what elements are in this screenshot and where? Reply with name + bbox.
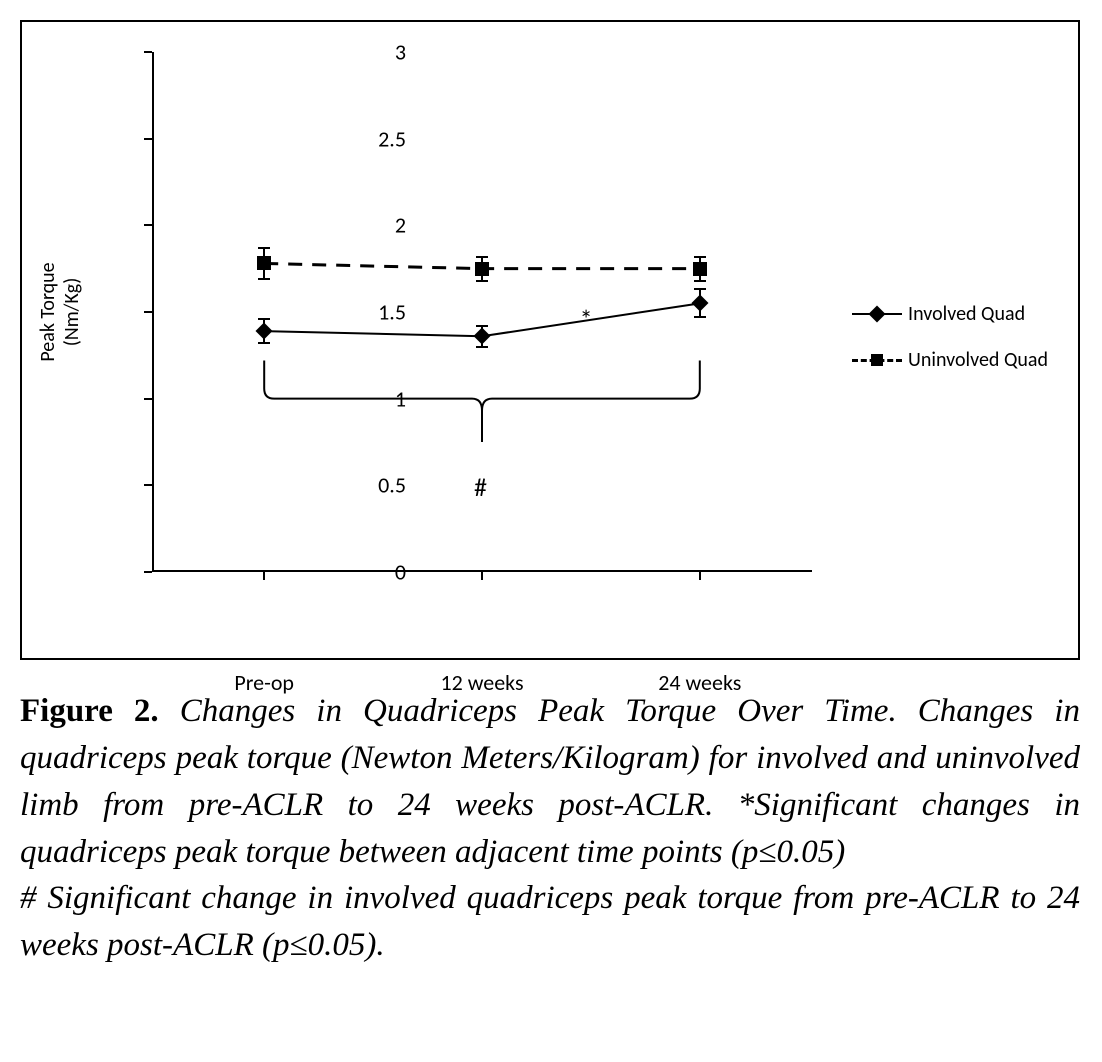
error-bar <box>481 326 483 347</box>
y-tick-label: 2 <box>395 212 406 239</box>
error-bar-cap <box>694 280 706 282</box>
error-bar-cap <box>476 256 488 258</box>
x-tick <box>699 572 701 580</box>
caption-body: Changes in Quadriceps Peak Torque Over T… <box>20 693 1080 870</box>
y-tick <box>144 51 152 53</box>
error-bar-cap <box>476 346 488 348</box>
error-bar-cap <box>694 256 706 258</box>
legend-label-involved: Involved Quad <box>908 302 1025 326</box>
y-tick <box>144 398 152 400</box>
y-tick-label: 1.5 <box>378 299 406 326</box>
legend-swatch-uninvolved <box>852 350 902 370</box>
annotation-symbol: # <box>474 471 487 503</box>
figure-caption: Figure 2. Changes in Quadriceps Peak Tor… <box>20 688 1080 969</box>
y-tick-label: 3 <box>395 39 406 66</box>
error-bar-cap <box>258 318 270 320</box>
y-tick-label: 0 <box>395 559 406 586</box>
x-tick-label: Pre-op <box>234 669 294 696</box>
error-bar <box>699 289 701 317</box>
y-tick <box>144 138 152 140</box>
error-bar-cap <box>694 288 706 290</box>
x-tick-label: 12 weeks <box>440 669 523 696</box>
y-axis-line <box>152 52 154 572</box>
error-bar <box>699 257 701 281</box>
legend-item-uninvolved: Uninvolved Quad <box>852 348 1048 372</box>
x-tick <box>263 572 265 580</box>
error-bar-cap <box>476 325 488 327</box>
legend-item-involved: Involved Quad <box>852 302 1048 326</box>
x-tick <box>481 572 483 580</box>
legend-swatch-involved <box>852 304 902 324</box>
y-tick <box>144 571 152 573</box>
error-bar-cap <box>258 342 270 344</box>
caption-footnote: # Significant change in involved quadric… <box>20 880 1080 963</box>
annotation-symbol: * <box>580 303 593 335</box>
y-tick <box>144 484 152 486</box>
chart-frame: *# 00.511.522.53 Pre-op12 weeks24 weeks … <box>20 20 1080 660</box>
y-tick-label: 0.5 <box>378 472 406 499</box>
plot-area: *# <box>152 52 812 572</box>
error-bar <box>481 257 483 281</box>
y-tick <box>144 311 152 313</box>
error-bar <box>263 248 265 279</box>
error-bar <box>263 319 265 343</box>
error-bar-cap <box>258 247 270 249</box>
error-bar-cap <box>476 280 488 282</box>
y-tick-label: 1 <box>395 385 406 412</box>
y-axis-title: Peak Torque(Nm/Kg) <box>36 212 84 412</box>
y-tick-label: 2.5 <box>378 125 406 152</box>
legend-label-uninvolved: Uninvolved Quad <box>908 348 1048 372</box>
error-bar-cap <box>258 278 270 280</box>
y-tick <box>144 224 152 226</box>
legend: Involved Quad Uninvolved Quad <box>852 302 1048 394</box>
caption-label: Figure 2. <box>20 693 159 729</box>
x-tick-label: 24 weeks <box>658 669 741 696</box>
error-bar-cap <box>694 316 706 318</box>
